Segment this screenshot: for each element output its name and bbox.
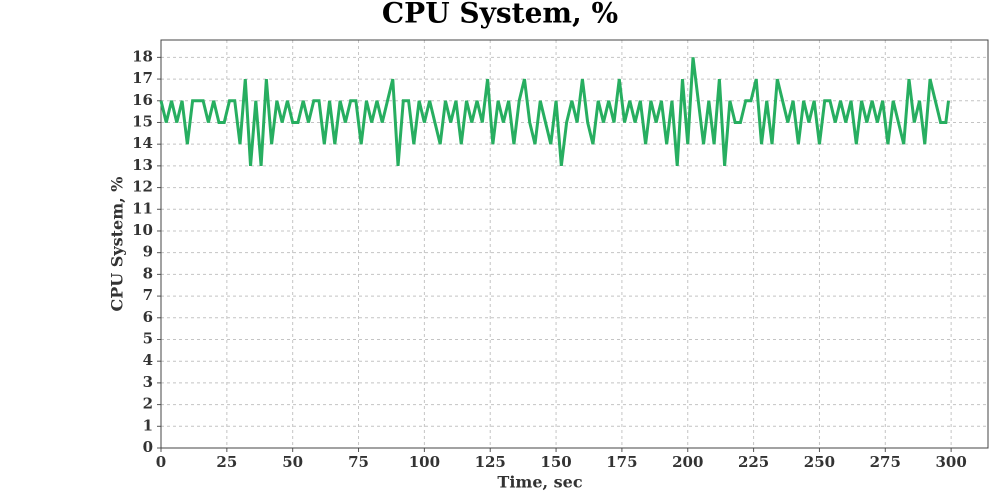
y-tick-label: 16 bbox=[132, 91, 153, 109]
x-tick-label: 275 bbox=[870, 453, 901, 471]
y-tick-label: 1 bbox=[143, 416, 153, 434]
y-tick-label: 14 bbox=[132, 134, 153, 152]
y-tick-label: 8 bbox=[143, 264, 153, 282]
y-tick-label: 17 bbox=[132, 69, 153, 87]
y-tick-label: 13 bbox=[132, 156, 153, 174]
x-tick-label: 200 bbox=[672, 453, 703, 471]
y-axis-label: CPU System, % bbox=[108, 177, 127, 312]
y-tick-label: 2 bbox=[143, 395, 153, 413]
y-tick-label: 9 bbox=[143, 243, 153, 261]
data-line bbox=[159, 57, 950, 167]
y-tick-label: 15 bbox=[132, 112, 153, 130]
x-tick-label: 250 bbox=[804, 453, 835, 471]
x-tick-label: 100 bbox=[409, 453, 440, 471]
y-tick-label: 6 bbox=[143, 308, 153, 326]
x-tick-label: 150 bbox=[540, 453, 571, 471]
x-tick-label: 75 bbox=[348, 453, 369, 471]
y-tick-label: 10 bbox=[132, 221, 153, 239]
y-tick-label: 5 bbox=[143, 329, 153, 347]
x-tick-label: 25 bbox=[216, 453, 237, 471]
x-tick-label: 175 bbox=[606, 453, 637, 471]
x-tick-label: 50 bbox=[282, 453, 303, 471]
x-tick-label: 0 bbox=[156, 453, 166, 471]
chart-title: CPU System, % bbox=[382, 0, 618, 30]
y-tick-label: 11 bbox=[132, 199, 153, 217]
y-tick-label: 12 bbox=[132, 178, 153, 196]
y-tick-label: 18 bbox=[132, 47, 153, 65]
y-tick-label: 4 bbox=[143, 351, 153, 369]
x-tick-label: 300 bbox=[935, 453, 966, 471]
plot-frame bbox=[160, 39, 989, 449]
y-tick-label: 0 bbox=[143, 438, 153, 456]
y-tick-label: 3 bbox=[143, 373, 153, 391]
x-axis-label: Time, sec bbox=[497, 473, 582, 492]
x-tick-label: 125 bbox=[475, 453, 506, 471]
x-tick-label: 225 bbox=[738, 453, 769, 471]
y-tick-label: 7 bbox=[143, 286, 153, 304]
